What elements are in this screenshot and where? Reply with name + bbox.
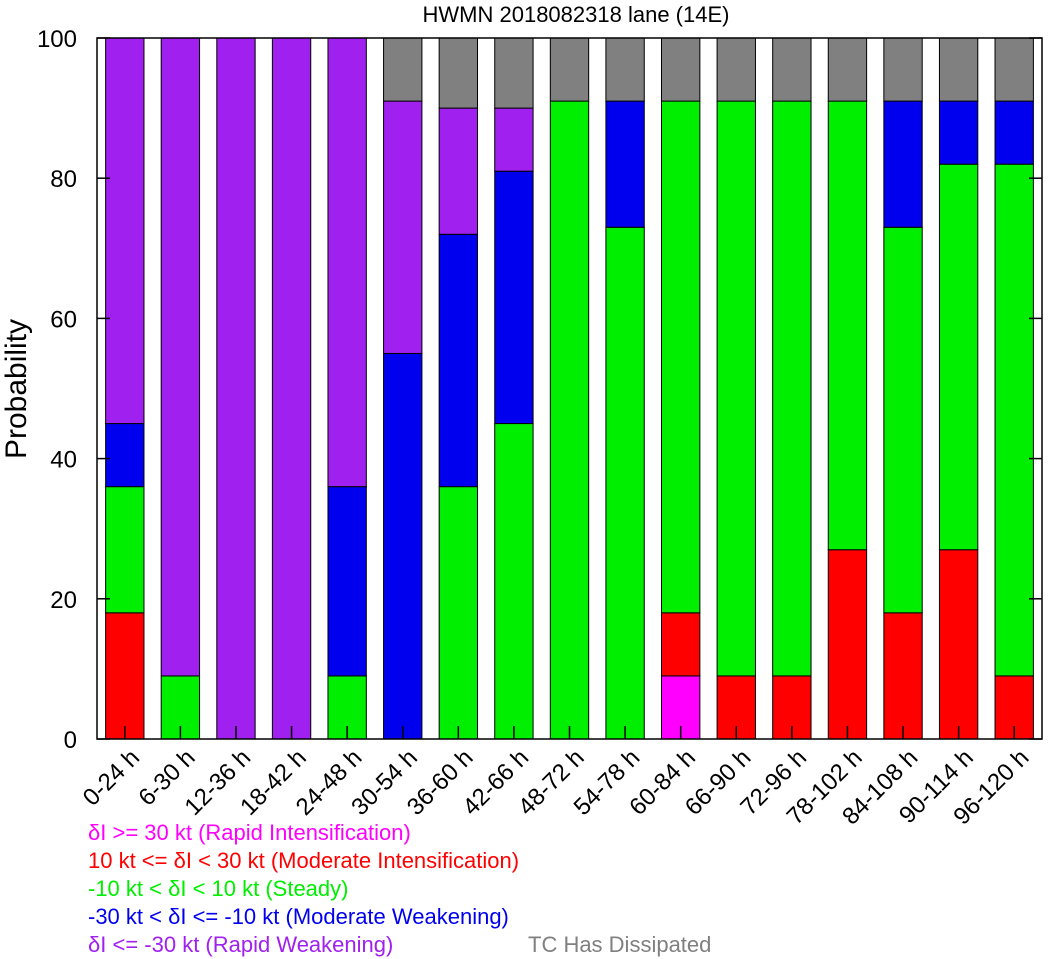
- bar-segment-66-90h-s5: [716, 37, 756, 102]
- bar-segment-60-84h-s2: [661, 100, 701, 614]
- bar-segment-24-48h-s3: [327, 486, 367, 677]
- bar-segment-30-54h-s3: [383, 352, 423, 740]
- bar-segment-78-102h-s1: [827, 549, 868, 740]
- bar-segment-36-60h-s5: [438, 37, 479, 109]
- y-tick-label-80: 80: [50, 166, 77, 193]
- bar-segment-0-24h-s2: [105, 486, 145, 614]
- bar-segment-60-84h-s5: [661, 37, 701, 102]
- bar-segment-84-108h-s3: [883, 100, 923, 228]
- bar-segment-12-36h-s4: [216, 37, 256, 740]
- bar-segment-6-30h-s4: [160, 37, 201, 677]
- bar-segment-96-120h-s5: [994, 37, 1034, 102]
- bar-segment-30-54h-s4: [383, 100, 423, 354]
- bars-layer: [105, 37, 1034, 740]
- bar-segment-96-120h-s2: [994, 163, 1034, 677]
- bar-segment-60-84h-s1: [661, 612, 701, 677]
- bar-segment-78-102h-s2: [827, 100, 868, 551]
- bar-segment-84-108h-s1: [883, 612, 923, 740]
- bar-segment-96-120h-s3: [994, 100, 1034, 165]
- bar-segment-78-102h-s5: [827, 37, 868, 102]
- bar-segment-54-78h-s2: [605, 226, 645, 740]
- y-tick-label-40: 40: [50, 447, 77, 474]
- chart-title: HWMN 2018082318 lane (14E): [423, 2, 730, 27]
- bar-segment-84-108h-s5: [883, 37, 923, 102]
- bar-segment-0-24h-s3: [105, 423, 145, 488]
- bar-segment-48-72h-s2: [549, 100, 590, 740]
- bar-segment-66-90h-s2: [716, 100, 756, 677]
- bar-segment-54-78h-s5: [605, 37, 645, 102]
- bar-segment-24-48h-s4: [327, 37, 367, 488]
- bar-segment-90-114h-s1: [938, 549, 979, 740]
- x-tick-label-0: 0-24 h: [78, 744, 145, 811]
- legend-item-5: TC Has Dissipated: [528, 932, 712, 957]
- bar-segment-48-72h-s5: [549, 37, 590, 102]
- bar-segment-42-66h-s2: [494, 423, 534, 740]
- bar-segment-30-54h-s5: [383, 37, 423, 102]
- legend-item-0: δI >= 30 kt (Rapid Intensification): [88, 820, 411, 845]
- bar-segment-0-24h-s4: [105, 37, 145, 425]
- y-axis-label: Probability: [0, 319, 33, 459]
- bar-segment-0-24h-s1: [105, 612, 145, 740]
- bar-segment-72-96h-s2: [772, 100, 812, 677]
- bar-segment-36-60h-s4: [438, 107, 479, 235]
- y-tick-label-100: 100: [37, 26, 77, 53]
- bar-segment-54-78h-s3: [605, 100, 645, 228]
- bar-segment-36-60h-s2: [438, 486, 479, 740]
- bar-segment-42-66h-s4: [494, 107, 534, 172]
- y-tick-label-0: 0: [64, 727, 77, 754]
- bar-segment-72-96h-s5: [772, 37, 812, 102]
- bar-segment-90-114h-s2: [938, 163, 979, 551]
- legend-item-4: δI <= -30 kt (Rapid Weakening): [88, 932, 394, 957]
- bar-segment-18-42h-s4: [271, 37, 312, 740]
- bar-segment-42-66h-s5: [494, 37, 534, 109]
- bar-segment-36-60h-s3: [438, 233, 479, 488]
- bar-segment-84-108h-s2: [883, 226, 923, 614]
- y-tick-label-20: 20: [50, 587, 77, 614]
- legend-item-2: -10 kt < δI < 10 kt (Steady): [88, 876, 349, 901]
- y-tick-label-60: 60: [50, 306, 77, 333]
- legend-item-1: 10 kt <= δI < 30 kt (Moderate Intensific…: [88, 848, 520, 873]
- bar-segment-90-114h-s5: [938, 37, 979, 102]
- bar-segment-90-114h-s3: [938, 100, 979, 165]
- bar-segment-42-66h-s3: [494, 170, 534, 425]
- legend-item-3: -30 kt < δI <= -10 kt (Moderate Weakenin…: [88, 904, 509, 929]
